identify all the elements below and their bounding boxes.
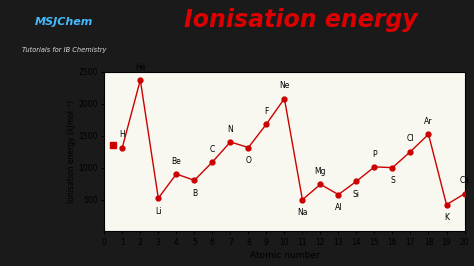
Text: Al: Al (335, 203, 342, 212)
Text: Li: Li (155, 207, 162, 215)
Y-axis label: Ionisation energy (kJmol⁻¹): Ionisation energy (kJmol⁻¹) (67, 100, 76, 203)
Text: C: C (210, 145, 215, 154)
Text: Mg: Mg (315, 167, 326, 176)
Text: Cl: Cl (407, 134, 414, 143)
Text: Na: Na (297, 208, 308, 217)
X-axis label: Atomic number: Atomic number (249, 251, 319, 260)
Text: S: S (390, 176, 395, 185)
Text: MSJChem: MSJChem (35, 17, 93, 27)
Text: Ar: Ar (424, 117, 433, 126)
Text: O: O (246, 156, 251, 165)
Text: Ionisation energy: Ionisation energy (184, 8, 418, 32)
Text: Si: Si (353, 190, 360, 199)
Text: He: He (135, 63, 146, 72)
Text: Ne: Ne (279, 81, 290, 90)
Text: K: K (444, 213, 449, 222)
Text: Ca: Ca (459, 176, 470, 185)
Text: Tutorials for IB Chemistry: Tutorials for IB Chemistry (22, 47, 106, 53)
Text: P: P (372, 149, 377, 159)
Text: B: B (192, 189, 197, 198)
Text: F: F (264, 107, 269, 116)
Text: N: N (228, 124, 233, 134)
Text: H: H (119, 130, 125, 139)
Text: Be: Be (172, 157, 181, 166)
